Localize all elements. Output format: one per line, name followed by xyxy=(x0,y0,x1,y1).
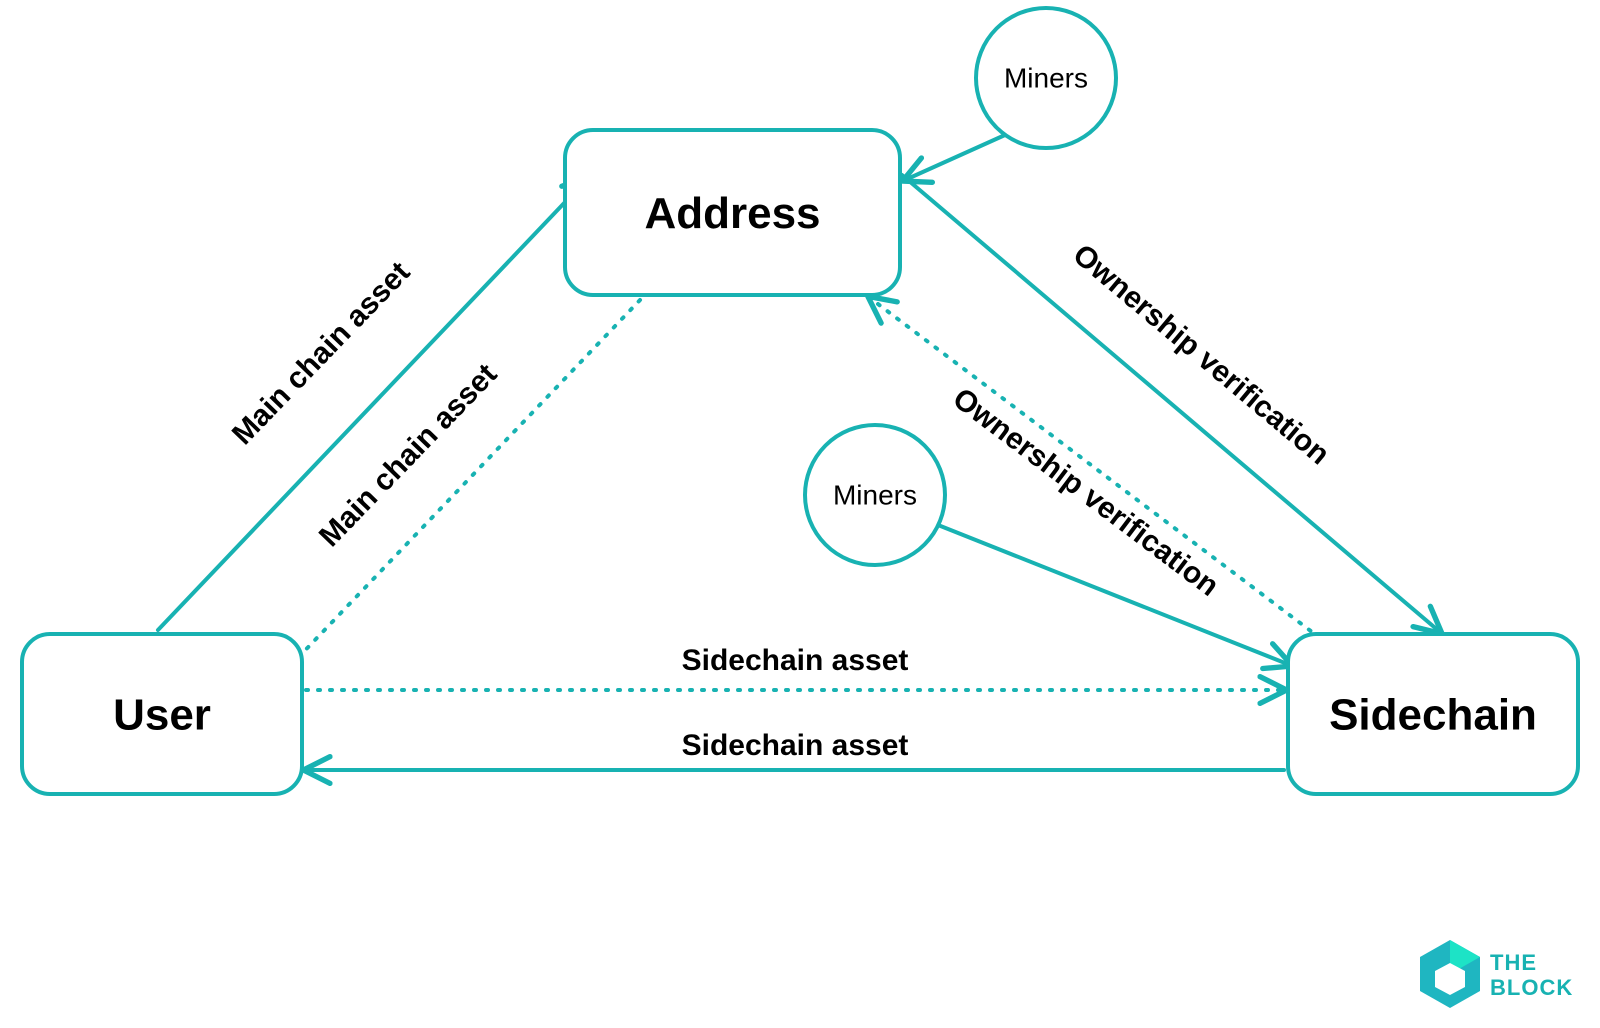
circle-miners_lower: Miners xyxy=(805,425,945,565)
connector-miners-top-to-address xyxy=(905,135,1005,180)
logo-text-line1: THE xyxy=(1490,950,1537,975)
node-sidechain: Sidechain xyxy=(1288,634,1578,794)
node-user: User xyxy=(22,634,302,794)
circle-miners_top-label: Miners xyxy=(1004,62,1088,93)
logo-the-block: THE BLOCK xyxy=(1420,940,1573,1008)
node-address: Address xyxy=(565,130,900,295)
edge-label-sidechain-to-user: Sidechain asset xyxy=(682,729,909,762)
edge-user-to-address xyxy=(158,178,588,630)
node-address-label: Address xyxy=(644,189,820,238)
node-user-label: User xyxy=(113,691,211,740)
logo-text-line2: BLOCK xyxy=(1490,975,1573,1000)
edge-label-user-to-address: Main chain asset xyxy=(226,256,417,452)
circle-miners_top: Miners xyxy=(976,8,1116,148)
edge-label-address-to-user: Main chain asset xyxy=(313,358,504,554)
edge-label-user-to-sidechain: Sidechain asset xyxy=(682,644,909,677)
connector-miners-lower-to-sidechain xyxy=(938,525,1290,665)
circle-miners_lower-label: Miners xyxy=(833,479,917,510)
node-sidechain-label: Sidechain xyxy=(1329,691,1537,740)
edge-label-address-to-sidechain: Ownership verification xyxy=(1067,238,1336,471)
